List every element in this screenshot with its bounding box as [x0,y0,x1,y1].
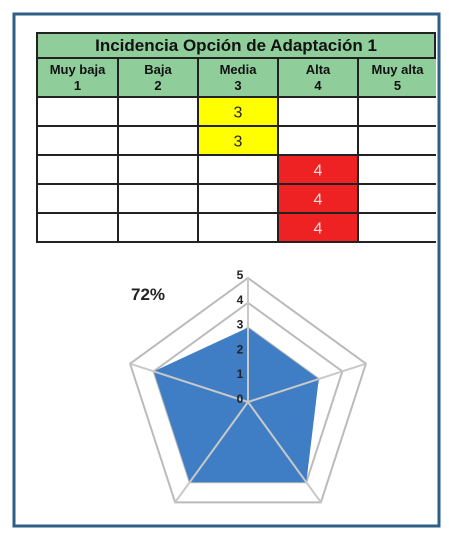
y-tick-label: 0 [237,392,244,406]
cell [38,214,117,241]
table-title-bg [38,34,434,57]
header-label: Muy alta [371,62,424,77]
cell [279,185,357,212]
cell-value: 3 [234,105,243,122]
cell [199,214,277,241]
axis-spoke [247,401,322,503]
cell [38,98,117,125]
y-tick-label: 3 [237,318,244,332]
header-cell [359,59,436,96]
cell [359,98,436,125]
cell [199,127,277,154]
cell [279,98,357,125]
y-tick-label: 1 [237,367,244,381]
cell [199,185,277,212]
summary: 72% [131,285,165,304]
cell [38,185,117,212]
grid-ring [128,276,368,504]
cell-value: 4 [314,221,323,238]
cell [359,214,436,241]
header-cell [119,59,197,96]
cell [359,156,436,183]
header-cell [279,59,357,96]
table-title: Incidencia Opción de Adaptación 1 [95,36,377,55]
y-tick-label: 5 [237,268,244,282]
header-cell [199,59,277,96]
header-level: 4 [314,78,322,93]
cell [119,156,197,183]
y-tick-label: 4 [237,293,244,307]
cell-value: 3 [234,134,243,151]
cell [38,127,117,154]
cell [199,156,277,183]
header-label: Alta [306,62,331,77]
cell [119,214,197,241]
axis-spoke [129,362,249,403]
y-tick-label: 2 [237,342,244,356]
header-label: Muy baja [50,62,106,77]
header-label: Baja [144,62,172,77]
axis-spoke [247,362,367,403]
cell-value: 4 [314,192,323,209]
header-level: 1 [74,78,81,93]
header-cell [38,59,117,96]
header-label: Media [220,62,258,77]
cell [279,156,357,183]
cell [279,127,357,154]
cell-value: 4 [314,163,323,180]
cell [119,98,197,125]
cell [119,185,197,212]
header-level: 5 [394,78,401,93]
cell [119,127,197,154]
axis-spoke [174,401,249,503]
cell [199,98,277,125]
cell [38,156,117,183]
cell [359,185,436,212]
header-level: 2 [154,78,161,93]
cell [279,214,357,241]
header-level: 3 [234,78,241,93]
cell [359,127,436,154]
